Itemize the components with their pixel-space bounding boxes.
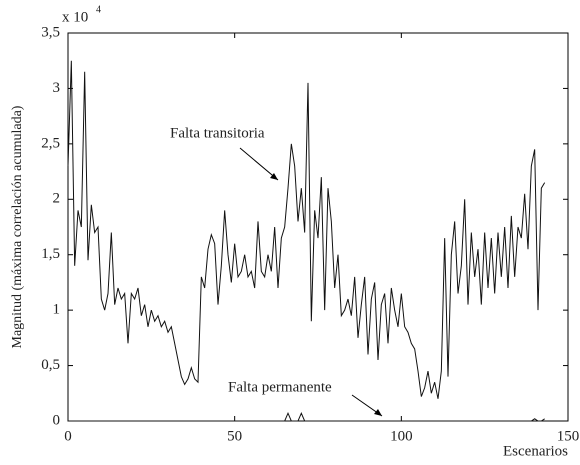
y-tick-label: 3,5 — [41, 24, 60, 40]
x-tick-label: 150 — [557, 428, 580, 444]
plot-frame — [67, 32, 569, 422]
x-tick-label: 0 — [64, 428, 72, 444]
x-tick-label: 50 — [227, 428, 242, 444]
y-tick-label: 0 — [53, 412, 61, 428]
y-axis-label: Magnitud (máxima correlación acumulada) — [10, 105, 25, 348]
multiplier: x 10 — [62, 9, 88, 25]
arrow-head — [270, 173, 278, 180]
multiplier-exponent: 4 — [96, 4, 101, 15]
data-line — [67, 60, 546, 399]
y-tick-label: 0,5 — [41, 357, 60, 373]
y-tick-label: 1,5 — [41, 246, 60, 262]
x-axis-label: Escenarios — [503, 443, 568, 459]
arrow-head — [374, 409, 382, 416]
y-tick-label: 3 — [53, 80, 61, 96]
annotation-arrow — [239, 147, 279, 181]
y-tick-label: 1 — [53, 302, 61, 318]
annotation: Falta transitoria — [170, 125, 265, 141]
data-line — [68, 411, 545, 422]
annotation: Falta permanente — [228, 379, 332, 395]
x-tick-label: 100 — [390, 428, 413, 444]
y-tick-label: 2 — [53, 191, 61, 207]
y-tick-label: 2,5 — [41, 135, 60, 151]
